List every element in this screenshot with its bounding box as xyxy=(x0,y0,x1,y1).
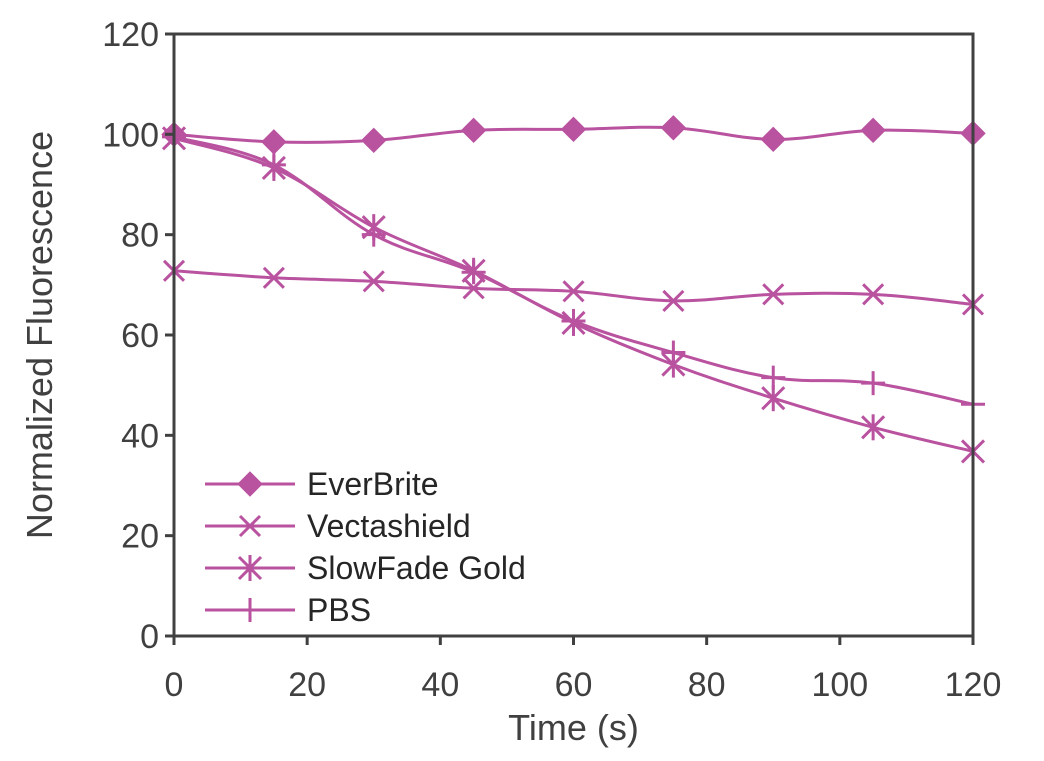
x-marker-stroke xyxy=(362,270,385,293)
x-axis-title: Time (s) xyxy=(508,707,639,748)
diamond-marker xyxy=(660,115,687,141)
legend-label: EverBrite xyxy=(307,466,439,502)
x-tick-label: 120 xyxy=(945,666,1002,704)
series-vectashield xyxy=(162,259,985,316)
plus-marker xyxy=(561,308,586,333)
x-marker xyxy=(762,283,785,306)
x-marker xyxy=(862,283,885,306)
series-line-pbs xyxy=(173,135,974,406)
diamond-marker xyxy=(361,127,387,154)
plus-marker xyxy=(261,152,286,177)
plus-marker xyxy=(861,371,886,396)
y-tick-label: 60 xyxy=(121,317,159,355)
x-tick-label: 100 xyxy=(811,666,868,704)
diamond-marker xyxy=(237,471,263,497)
x-marker xyxy=(462,277,485,300)
legend-item-everbrite: EverBrite xyxy=(205,466,439,502)
legend-item-vectashield: Vectashield xyxy=(205,508,471,544)
legend-label: PBS xyxy=(307,592,371,628)
diamond-marker xyxy=(760,126,786,153)
star-marker xyxy=(861,414,886,441)
y-tick-label: 120 xyxy=(102,16,159,54)
plus-marker xyxy=(661,340,686,365)
y-tick-label: 100 xyxy=(102,116,159,154)
x-marker xyxy=(362,270,385,293)
x-marker xyxy=(562,280,585,303)
x-marker-stroke xyxy=(862,283,885,306)
diamond-marker xyxy=(560,116,587,143)
plus-marker xyxy=(761,365,786,390)
series-pbs xyxy=(162,124,985,417)
series-line-vectashield xyxy=(173,269,974,306)
x-marker-stroke xyxy=(262,266,285,289)
legend-item-pbs: PBS xyxy=(205,592,371,628)
diamond-marker xyxy=(460,117,487,144)
x-marker-stroke xyxy=(238,514,262,538)
plus-marker xyxy=(461,260,486,285)
plus-marker xyxy=(238,598,262,622)
x-marker-stroke xyxy=(762,283,785,306)
y-tick-label: 20 xyxy=(121,518,159,556)
x-marker xyxy=(662,289,685,312)
x-tick-label: 60 xyxy=(555,666,593,704)
x-tick-label: 80 xyxy=(688,666,726,704)
x-marker-stroke xyxy=(662,289,685,312)
diamond-marker xyxy=(860,117,886,144)
y-tick-label: 80 xyxy=(121,217,159,255)
x-marker-stroke xyxy=(462,277,485,300)
y-axis-title: Normalized Fluorescence xyxy=(19,131,60,539)
series-everbrite xyxy=(161,115,986,155)
x-marker xyxy=(238,514,262,538)
y-tick-label: 40 xyxy=(121,417,159,455)
diamond-marker xyxy=(261,129,287,155)
series-layer xyxy=(161,115,986,465)
legend-label: Vectashield xyxy=(307,508,471,544)
x-marker-stroke xyxy=(562,280,585,303)
x-tick-label: 40 xyxy=(421,666,459,704)
x-marker xyxy=(262,266,285,289)
plus-marker xyxy=(361,222,386,247)
y-tick-label: 0 xyxy=(140,618,159,656)
x-tick-label: 0 xyxy=(165,666,184,704)
star-marker xyxy=(237,555,263,581)
legend: EverBrite Vectashield SlowFade Gold PBS xyxy=(205,466,526,628)
legend-item-slowfade-gold: SlowFade Gold xyxy=(205,550,526,586)
axis-ticks: 0 20 40 60 80 100 120 0 20 40 60 80 100 120 xyxy=(102,16,1001,704)
legend-label: SlowFade Gold xyxy=(307,550,526,586)
x-tick-label: 20 xyxy=(288,666,326,704)
